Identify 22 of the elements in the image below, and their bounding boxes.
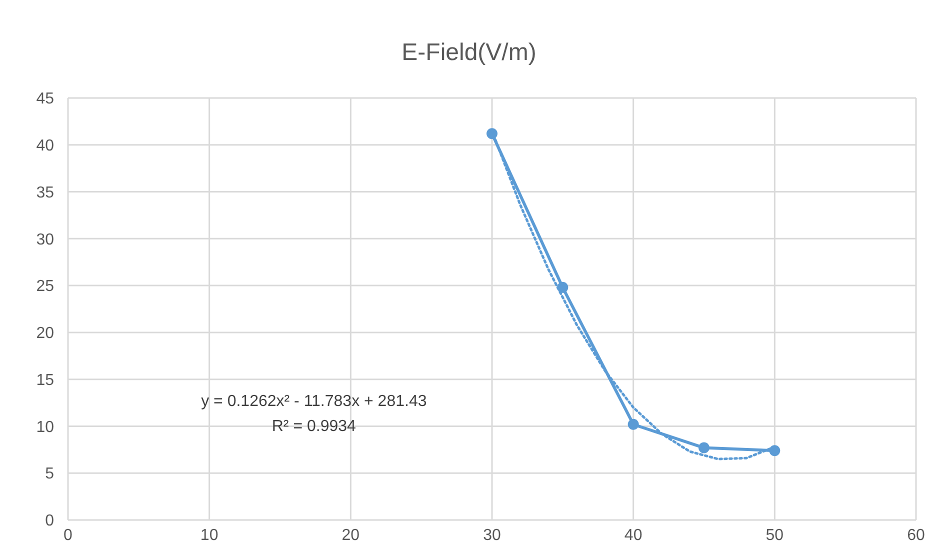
y-tick-label: 10 (36, 418, 54, 436)
y-tick-label: 30 (36, 231, 54, 248)
x-tick-label: 40 (624, 527, 642, 544)
annotation: y = 0.1262x² - 11.783x + 281.43 (201, 393, 427, 410)
point (628, 418, 639, 430)
x-tick-label: 20 (342, 527, 360, 544)
y-tick-label: 0 (45, 512, 54, 530)
annotation: R² = 0.9934 (272, 418, 356, 436)
y-tick-label: 35 (36, 184, 54, 202)
y-tick-label: 5 (45, 466, 54, 483)
x-tick-label: 0 (64, 527, 73, 544)
y-tick-label: 40 (36, 137, 54, 154)
y-tick-label: 25 (36, 278, 54, 296)
y-tick-label: 15 (36, 372, 54, 389)
chart-title: E-Field(V/m) (402, 39, 536, 66)
x-tick-label: 30 (483, 527, 501, 544)
x-tick-label: 10 (200, 527, 218, 544)
y-tick-label: 45 (36, 90, 54, 108)
point (698, 442, 710, 454)
y-tick-label: 20 (36, 325, 54, 342)
x-tick-label: 50 (766, 527, 784, 544)
x-tick-label: 60 (907, 527, 925, 544)
